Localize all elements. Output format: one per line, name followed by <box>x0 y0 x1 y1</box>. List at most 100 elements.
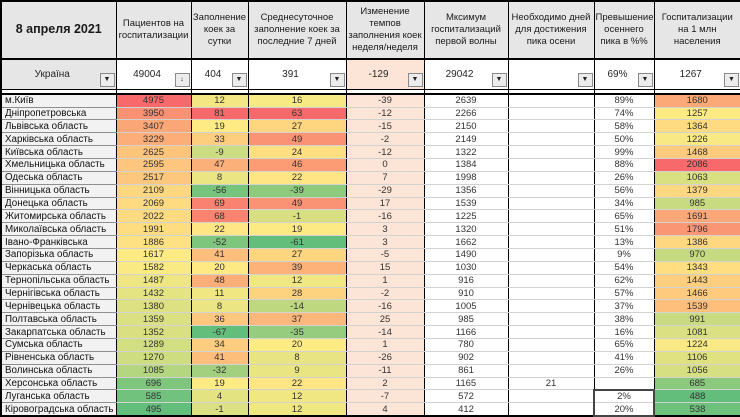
max_wave1-cell[interactable]: 1225 <box>424 209 509 224</box>
change_ww-cell[interactable]: -16 <box>346 209 425 224</box>
fill_day-cell[interactable]: 8 <box>191 171 249 185</box>
max_wave1-cell[interactable]: 572 <box>424 389 509 404</box>
exceed_pct-cell[interactable]: 56% <box>594 184 655 198</box>
region-name-cell[interactable]: Львівська область <box>1 119 117 134</box>
exceed_pct-cell[interactable]: 26% <box>594 171 655 185</box>
filter-dropdown-icon[interactable]: ▼ <box>577 72 593 87</box>
exceed_pct-cell[interactable]: 89% <box>594 94 655 108</box>
avg7-cell[interactable]: 22 <box>248 171 347 185</box>
change_ww-cell[interactable]: 2 <box>346 377 425 391</box>
max_wave1-cell[interactable]: 861 <box>424 364 509 378</box>
patients-cell[interactable]: 1289 <box>116 338 192 352</box>
max_wave1-cell[interactable]: 1539 <box>424 197 509 211</box>
avg7-cell[interactable]: 20 <box>248 338 347 352</box>
patients-cell[interactable]: 1359 <box>116 312 192 327</box>
region-name-cell[interactable]: Херсонська область <box>1 377 117 391</box>
per_mln-cell[interactable]: 1226 <box>654 132 740 147</box>
change_ww-cell[interactable]: -39 <box>346 94 425 108</box>
per_mln-cell[interactable]: 488 <box>654 389 740 404</box>
max_wave1-cell[interactable]: 1320 <box>424 222 509 237</box>
max_wave1-cell[interactable]: 1165 <box>424 377 509 391</box>
change_ww-cell[interactable]: 3 <box>346 222 425 237</box>
fill_day-cell[interactable]: 69 <box>191 197 249 211</box>
days_to_peak-cell[interactable] <box>508 287 595 301</box>
patients-cell[interactable]: 1886 <box>116 235 192 250</box>
exceed_pct-cell[interactable]: 57% <box>594 287 655 301</box>
fill_day-cell[interactable]: 47 <box>191 158 249 172</box>
per_mln-cell[interactable]: 1468 <box>654 145 740 159</box>
patients-cell[interactable]: 1380 <box>116 299 192 314</box>
fill_day-cell[interactable]: 8 <box>191 299 249 314</box>
patients-cell[interactable]: 3407 <box>116 119 192 134</box>
max_wave1-cell[interactable]: 1030 <box>424 261 509 275</box>
per_mln-cell[interactable]: 991 <box>654 312 740 327</box>
per_mln-cell[interactable]: 538 <box>654 402 740 417</box>
max_wave1-cell[interactable]: 1998 <box>424 171 509 185</box>
filter-dropdown-icon[interactable]: ▼ <box>637 72 653 87</box>
max_wave1-cell[interactable]: 1356 <box>424 184 509 198</box>
max_wave1-cell[interactable]: 780 <box>424 338 509 352</box>
fill_day-cell[interactable]: -52 <box>191 235 249 250</box>
region-name-cell[interactable]: Волинська область <box>1 364 117 378</box>
patients-cell[interactable]: 1352 <box>116 325 192 340</box>
change_ww-cell[interactable]: -7 <box>346 389 425 404</box>
days_to_peak-cell[interactable] <box>508 119 595 134</box>
fill_day-cell[interactable]: -9 <box>191 145 249 159</box>
per_mln-cell[interactable]: 1680 <box>654 94 740 108</box>
exceed_pct-cell[interactable]: 16% <box>594 325 655 340</box>
region-name-cell[interactable]: Закарпатська область <box>1 325 117 340</box>
days_to_peak-cell[interactable] <box>508 171 595 185</box>
exceed_pct-cell[interactable]: 26% <box>594 364 655 378</box>
patients-cell[interactable]: 1270 <box>116 351 192 365</box>
max_wave1-cell[interactable]: 985 <box>424 312 509 327</box>
totals-days-to-peak-cell[interactable]: ▼ <box>508 59 595 90</box>
per_mln-cell[interactable]: 1224 <box>654 338 740 352</box>
days_to_peak-cell[interactable] <box>508 389 595 404</box>
totals-change-ww-cell[interactable]: -129 ▼ <box>346 59 425 90</box>
region-name-cell[interactable]: Вінницька область <box>1 184 117 198</box>
max_wave1-cell[interactable]: 916 <box>424 274 509 288</box>
patients-cell[interactable]: 1432 <box>116 287 192 301</box>
per_mln-cell[interactable]: 1379 <box>654 184 740 198</box>
filter-dropdown-icon[interactable]: ▼ <box>724 72 739 87</box>
exceed_pct-cell[interactable]: 34% <box>594 197 655 211</box>
avg7-cell[interactable]: 27 <box>248 119 347 134</box>
avg7-cell[interactable]: -61 <box>248 235 347 250</box>
avg7-cell[interactable]: 28 <box>248 287 347 301</box>
change_ww-cell[interactable]: 25 <box>346 312 425 327</box>
avg7-cell[interactable]: 12 <box>248 274 347 288</box>
exceed_pct-cell[interactable]: 62% <box>594 274 655 288</box>
region-name-cell[interactable]: м.Київ <box>1 94 117 108</box>
avg7-cell[interactable]: -1 <box>248 209 347 224</box>
region-name-cell[interactable]: Чернігівська область <box>1 287 117 301</box>
per_mln-cell[interactable]: 985 <box>654 197 740 211</box>
change_ww-cell[interactable]: 4 <box>346 402 425 417</box>
region-name-cell[interactable]: Харківська область <box>1 132 117 147</box>
patients-cell[interactable]: 696 <box>116 377 192 391</box>
patients-cell[interactable]: 3229 <box>116 132 192 147</box>
days_to_peak-cell[interactable] <box>508 338 595 352</box>
change_ww-cell[interactable]: -2 <box>346 132 425 147</box>
max_wave1-cell[interactable]: 1662 <box>424 235 509 250</box>
avg7-cell[interactable]: 37 <box>248 312 347 327</box>
region-name-cell[interactable]: Миколаївська область <box>1 222 117 237</box>
patients-cell[interactable]: 2022 <box>116 209 192 224</box>
avg7-cell[interactable]: -14 <box>248 299 347 314</box>
exceed_pct-cell-selected[interactable]: 20% <box>593 402 655 417</box>
avg7-cell[interactable]: 19 <box>248 222 347 237</box>
per_mln-cell[interactable]: 1106 <box>654 351 740 365</box>
days_to_peak-cell[interactable] <box>508 107 595 121</box>
exceed_pct-cell[interactable]: 51% <box>594 222 655 237</box>
max_wave1-cell[interactable]: 1166 <box>424 325 509 340</box>
per_mln-cell[interactable]: 970 <box>654 248 740 262</box>
avg7-cell[interactable]: 27 <box>248 248 347 262</box>
patients-cell[interactable]: 1487 <box>116 274 192 288</box>
patients-cell[interactable]: 1617 <box>116 248 192 262</box>
exceed_pct-cell[interactable]: 50% <box>594 132 655 147</box>
region-name-cell[interactable]: Рівненська область <box>1 351 117 365</box>
avg7-cell[interactable]: -39 <box>248 184 347 198</box>
max_wave1-cell[interactable]: 2639 <box>424 94 509 108</box>
change_ww-cell[interactable]: -5 <box>346 248 425 262</box>
per_mln-cell[interactable]: 1443 <box>654 274 740 288</box>
patients-cell[interactable]: 2517 <box>116 171 192 185</box>
